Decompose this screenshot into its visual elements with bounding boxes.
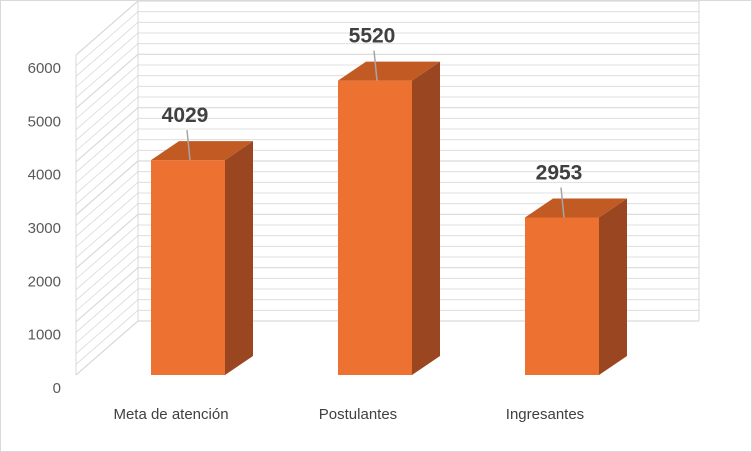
minor-gridline bbox=[75, 149, 699, 205]
minor-gridline bbox=[75, 299, 699, 354]
bars bbox=[151, 61, 627, 375]
bar-front-face bbox=[525, 217, 599, 375]
major-gridline bbox=[75, 107, 699, 163]
minor-gridline bbox=[75, 245, 699, 301]
minor-gridline bbox=[75, 224, 699, 280]
bar bbox=[151, 141, 253, 375]
major-gridline bbox=[75, 267, 699, 323]
y-tick-label: 4000 bbox=[28, 167, 61, 184]
minor-gridline bbox=[75, 256, 699, 312]
y-tick-label: 6000 bbox=[28, 60, 61, 77]
minor-gridline bbox=[75, 128, 699, 184]
major-gridline bbox=[75, 53, 699, 109]
minor-gridline bbox=[75, 32, 699, 88]
minor-gridline bbox=[75, 11, 699, 66]
minor-gridline bbox=[75, 181, 699, 237]
major-gridline bbox=[75, 320, 699, 376]
minor-gridline bbox=[75, 235, 699, 290]
bar bbox=[338, 61, 440, 375]
y-axis: 0 1000 2000 3000 4000 5000 6000 bbox=[28, 60, 61, 397]
minor-gridline bbox=[75, 203, 699, 258]
leader-line bbox=[186, 130, 191, 161]
y-tick-label: 1000 bbox=[28, 327, 61, 344]
y-tick-label: 3000 bbox=[28, 220, 61, 237]
leader-line bbox=[373, 50, 378, 81]
y-tick-label: 0 bbox=[53, 380, 61, 397]
x-axis: Meta de atención Postulantes Ingresantes bbox=[113, 406, 584, 423]
minor-gridline bbox=[75, 43, 699, 98]
x-tick-label: Ingresantes bbox=[506, 406, 584, 423]
leader-line bbox=[560, 187, 565, 218]
data-label: 4029 bbox=[162, 104, 209, 127]
minor-gridline bbox=[75, 171, 699, 226]
bar-front-face bbox=[338, 80, 412, 375]
bar-front-face bbox=[151, 160, 225, 375]
bar-side-face bbox=[412, 61, 440, 375]
gridlines bbox=[75, 1, 699, 376]
minor-gridline bbox=[75, 139, 699, 194]
y-tick-label: 5000 bbox=[28, 113, 61, 130]
bar-top-face bbox=[338, 61, 440, 81]
bar-top-face bbox=[525, 198, 627, 218]
data-label: 5520 bbox=[349, 25, 396, 48]
x-tick-label: Meta de atención bbox=[113, 406, 228, 423]
bar bbox=[525, 198, 627, 375]
bar-side-face bbox=[225, 141, 253, 375]
major-gridline bbox=[75, 1, 699, 56]
minor-gridline bbox=[75, 21, 699, 77]
minor-gridline bbox=[75, 64, 699, 120]
major-gridline bbox=[75, 213, 699, 269]
minor-gridline bbox=[75, 192, 699, 248]
minor-gridline bbox=[75, 75, 699, 130]
minor-gridline bbox=[75, 309, 699, 365]
data-label: 2953 bbox=[536, 162, 583, 185]
data-labels: 4029 5520 2953 bbox=[162, 25, 583, 218]
y-tick-label: 2000 bbox=[28, 273, 61, 290]
bar-side-face bbox=[599, 198, 627, 375]
minor-gridline bbox=[75, 277, 699, 333]
minor-gridline bbox=[75, 288, 699, 344]
minor-gridline bbox=[75, 117, 699, 173]
minor-gridline bbox=[75, 96, 699, 152]
minor-gridline bbox=[75, 85, 699, 141]
bar-top-face bbox=[151, 141, 253, 161]
major-gridline bbox=[75, 160, 699, 216]
x-tick-label: Postulantes bbox=[319, 406, 397, 423]
